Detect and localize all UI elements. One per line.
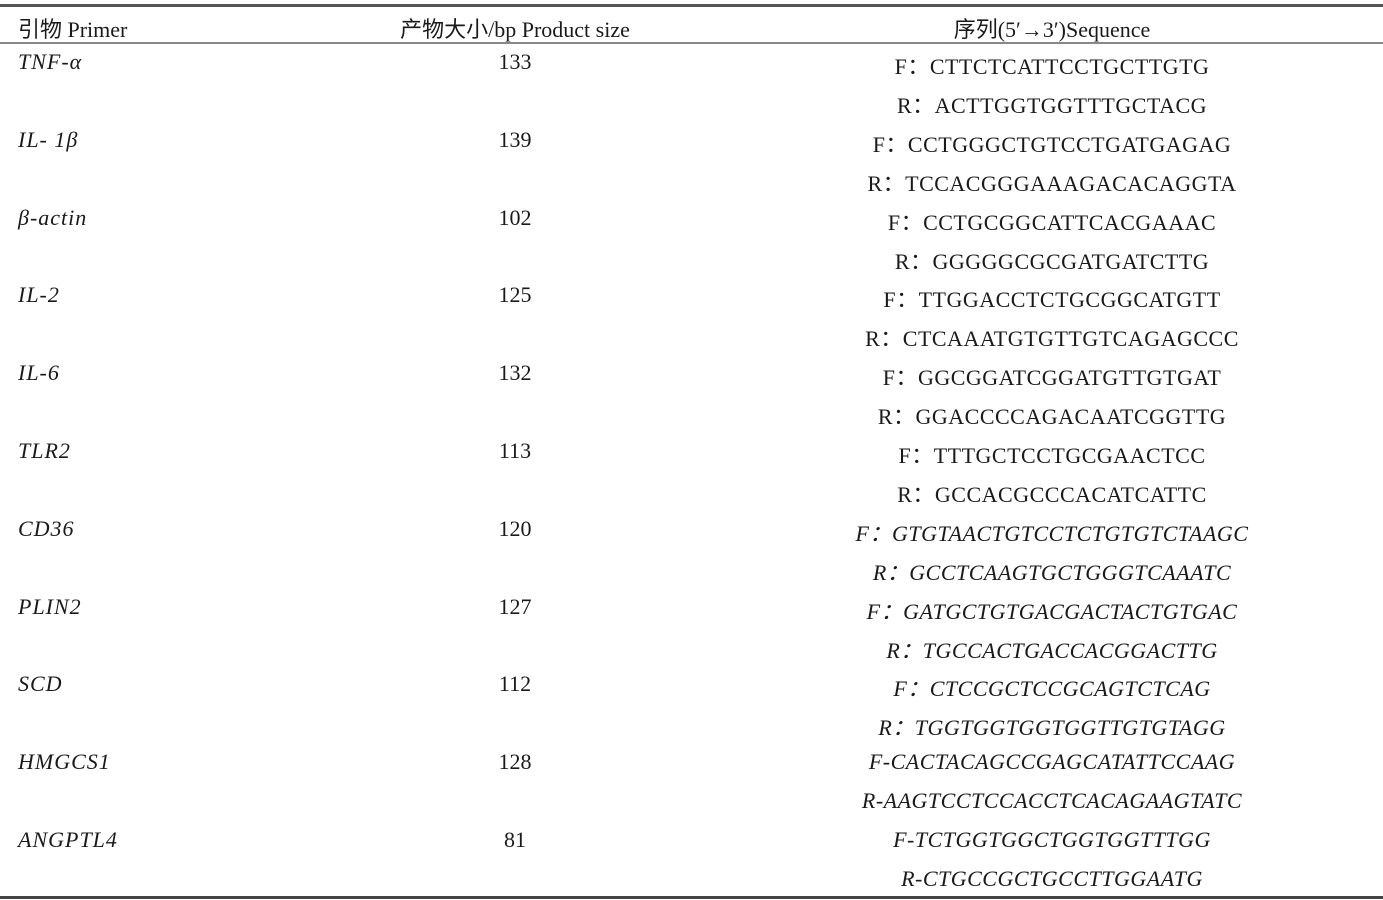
primer-name: ANGPTL4 <box>18 826 118 852</box>
product-size: 81 <box>504 826 526 852</box>
forward-sequence: F：GATGCTGTGACGACTACTGTGAC <box>866 598 1238 624</box>
forward-sequence: F：TTGGACCTCTGCGGCATGTT <box>883 287 1221 313</box>
forward-sequence: F：TTTGCTCCTGCGAACTCC <box>898 442 1206 468</box>
primer-name: IL- 1β <box>18 126 79 152</box>
table-row: TNF-α 133 F：CTTCTCATTCCTGCTTGTG R：ACTTGGTGG… <box>0 43 1383 121</box>
table-top-rule <box>0 4 1383 7</box>
header-sequence: 序列(5′→3′)Sequence <box>953 17 1151 42</box>
product-size: 139 <box>498 126 532 152</box>
reverse-sequence: R：ACTTGGTGGTTTGCTACG <box>896 93 1208 118</box>
reverse-sequence: R：GGACCCCAGACAATCGGTTG <box>877 404 1227 430</box>
table-bottom-rule <box>0 896 1383 899</box>
forward-sequence: F：GGCGGATCGGATGTTGTGAT <box>882 365 1222 391</box>
table-row: HMGCS1 128 F-CACTACAGCCGAGCATATTCCAAG R-AAG… <box>0 743 1383 821</box>
header-product-size: 产物大小/bp Product size <box>400 17 630 42</box>
table-body: TNF-α 133 F：CTTCTCATTCCTGCTTGTG R：ACTTGGTGG… <box>0 43 1383 899</box>
reverse-sequence: R：GCCTCAAGTGCTGGGTCAAATC <box>872 559 1232 585</box>
forward-sequence: F-CACTACAGCCGAGCATATTCCAAG <box>868 749 1236 775</box>
reverse-sequence: R-AAGTCCTCCACCTCACAGAAGTATC <box>861 788 1243 814</box>
table-row: IL-2 125 F：TTGGACCTCTGCGGCATGTT R：CTCAAATGT… <box>0 276 1383 354</box>
primer-name: PLIN2 <box>18 593 82 619</box>
product-size: 132 <box>498 360 532 386</box>
primer-name: TNF-α <box>18 49 83 74</box>
primer-name: IL-2 <box>18 282 60 308</box>
forward-sequence: F：CTCCGCTCCGCAGTCTCAG <box>893 676 1211 702</box>
reverse-sequence: R：GCCACGCCCACATCATTC <box>897 481 1207 507</box>
header-primer: 引物 Primer <box>18 17 128 42</box>
product-size: 120 <box>498 515 532 541</box>
product-size: 133 <box>498 49 532 74</box>
forward-sequence: F-TCTGGTGGCTGGTGGTTTGG <box>893 826 1211 852</box>
forward-sequence: F：CCTGGGCTGTCCTGATGAGAG <box>872 131 1232 157</box>
product-size: 125 <box>498 282 532 308</box>
product-size: 128 <box>498 749 532 775</box>
reverse-sequence: R：TGCCACTGACCACGGACTTG <box>886 637 1218 663</box>
primer-name: TLR2 <box>18 437 71 463</box>
primer-name: HMGCS1 <box>18 749 111 775</box>
table-row: TLR2 113 F：TTTGCTCCTGCGAACTCC R：GCCACGCCCAC… <box>0 432 1383 510</box>
primer-name: SCD <box>18 671 63 697</box>
forward-sequence: F：CTTCTCATTCCTGCTTGTG <box>894 54 1210 79</box>
reverse-sequence: R：CTCAAATGTGTTGTCAGAGCCC <box>865 326 1239 352</box>
table-row: PLIN2 127 F：GATGCTGTGACGACTACTGTGAC R：TGCCA… <box>0 588 1383 666</box>
product-size: 113 <box>498 437 532 463</box>
product-size: 127 <box>498 593 532 619</box>
reverse-sequence: R-CTGCCGCTGCCTTGGAATG <box>901 865 1203 891</box>
primer-name: β-actin <box>18 204 88 230</box>
forward-sequence: F：GTGTAACTGTCCTCTGTGTCTAAGC <box>855 520 1249 546</box>
table-row: ANGPTL4 81 F-TCTGGTGGCTGGTGGTTTGG R-CTGCCGC… <box>0 821 1383 899</box>
table-row: β-actin 102 F：CCTGCGGCATTCACGAAAC R：GGGGGCG… <box>0 199 1383 277</box>
table-row: SCD 112 F：CTCCGCTCCGCAGTCTCAG R：TGGTGGTGGTG… <box>0 665 1383 743</box>
reverse-sequence: R：TGGTGGTGGTGGTTGTGTAGG <box>878 715 1226 741</box>
product-size: 112 <box>498 671 532 697</box>
reverse-sequence: R：TCCACGGGAAAGACACAGGTA <box>867 170 1237 196</box>
table-row: IL-6 132 F：GGCGGATCGGATGTTGTGAT R：GGACCCCAG… <box>0 354 1383 432</box>
primer-name: IL-6 <box>18 360 60 386</box>
table-header: 引物 Primer 产物大小/bp Product size 序列(5′→3′)… <box>0 7 1383 42</box>
table-row: IL- 1β 139 F：CCTGGGCTGTCCTGATGAGAG R：TCCACG… <box>0 121 1383 199</box>
forward-sequence: F：CCTGCGGCATTCACGAAAC <box>887 209 1217 235</box>
table-header-rule <box>0 42 1383 44</box>
reverse-sequence: R：GGGGGCGCGATGATCTTG <box>894 248 1210 274</box>
product-size: 102 <box>498 204 532 230</box>
table-row: CD36 120 F：GTGTAACTGTCCTCTGTGTCTAAGC R：GCCT… <box>0 510 1383 588</box>
primer-name: CD36 <box>18 515 75 541</box>
